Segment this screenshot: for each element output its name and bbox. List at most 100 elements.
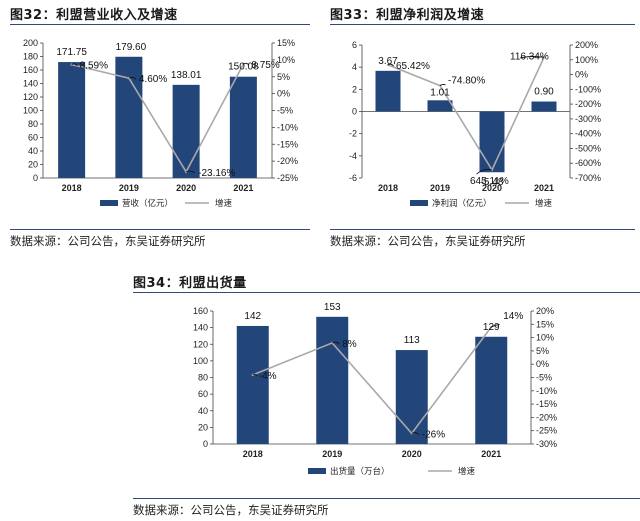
bar-2021 [475,336,508,444]
bar-2019 [316,316,349,444]
line-label-leader [387,63,394,67]
chart-34: 0 20 40 60 80 100 120 140 160 -30% -25% -20% -15% -10… [193,302,557,476]
line-label-leader [128,76,137,80]
line-data-label: -4% [259,371,277,382]
right-axis-tick-label: -300% [575,114,601,124]
line-data-label: 116.34% [510,51,549,62]
line-label-leader [252,373,258,377]
left-axis-tick-label: 0 [352,107,357,117]
figure-34-bottom-rule [133,498,640,499]
left-axis-tick-label: 80 [198,373,208,383]
right-axis-tick-label: -20% [277,156,298,166]
x-tick-label: 2021 [534,183,554,193]
left-axis-tick-label: 0 [33,173,38,183]
bar-data-label: 0.90 [534,87,554,98]
legend-bar-label: 营收（亿元） [122,198,173,208]
right-axis-tick-label: -600% [575,158,601,168]
left-axis-tick-label: 120 [23,92,38,102]
left-axis-tick-label: 20 [198,422,208,432]
x-tick-label: 2020 [402,449,422,459]
left-axis-tick-label: 120 [193,339,208,349]
left-axis-tick-label: 160 [193,306,208,316]
legend-line-label: 增速 [215,198,233,208]
bar-data-label: 150.08 [228,62,259,73]
bar-2020 [479,111,505,173]
figure-34-source: 数据来源：公司公告，东吴证券研究所 [133,503,329,517]
line-data-label: 65.42% [396,61,430,72]
right-axis-tick-label: -500% [575,143,601,153]
right-axis-tick-label: 20% [536,306,554,316]
line-data-label: 645.11% [470,176,509,187]
right-axis-tick-label: 0% [536,359,549,369]
right-axis-tick-label: 10% [277,55,295,65]
figure-33-bottom-rule [330,229,635,230]
line-label-leader [520,56,545,59]
bar-data-label: 1.01 [430,87,450,98]
left-axis-tick-label: 140 [193,323,208,333]
right-axis-tick-label: -400% [575,129,601,139]
legend-bar-label: 净利润（亿元） [432,198,492,208]
x-tick-label: 2020 [176,183,196,193]
x-tick-label: 2018 [62,183,82,193]
figure-32-title-rule [10,24,310,25]
left-axis-tick-label: 60 [28,133,38,143]
x-tick-label: 2019 [430,183,450,193]
growth-line [252,326,492,435]
figure-34-title-rule [133,292,640,293]
figure-34: 图34：利盟出货量 0 20 40 60 80 100 120 140 160 -30% -25% -… [133,272,640,521]
bar-2018 [58,62,86,178]
line-label-leader [476,168,493,175]
right-axis-tick-label: 10% [536,333,554,343]
figure-33-title: 图33：利盟净利润及增速 [330,8,485,23]
left-axis-tick-label: 4 [352,62,357,72]
x-tick-label: 2019 [119,183,139,193]
right-axis-tick-label: -25% [536,426,557,436]
left-axis-tick-label: -2 [349,129,357,139]
figure-33: 图33：利盟净利润及增速 -6 -4 -2 0 2 4 6 -700% -600% -500% -4… [330,4,635,249]
bar-2020 [172,84,200,178]
legend-bar-label: 出货量（万台） [330,466,390,476]
right-axis-tick-label: -200% [575,99,601,109]
bar-data-label: 3.67 [378,56,398,67]
right-axis-tick-label: 5% [277,72,290,82]
legend-bar-swatch [308,468,326,474]
line-data-label: -74.80% [448,76,485,87]
line-data-label: 8% [342,339,357,350]
left-axis-tick-label: 160 [23,65,38,75]
bar-data-label: 153 [324,302,341,313]
line-label-leader [332,341,340,345]
line-label-leader [243,62,250,66]
line-data-label: 4.60% [139,74,167,85]
right-axis-tick-label: -15% [277,139,298,149]
left-axis-tick-label: 2 [352,84,357,94]
line-label-leader [439,83,446,86]
left-axis-tick-label: 80 [28,119,38,129]
figure-33-title-rule [330,24,635,25]
chart-32: 0 20 40 60 80 100 120 140 160 180 200 -25% -20% -15% -… [23,38,298,208]
right-axis-tick-label: -100% [575,84,601,94]
right-axis-tick-label: 15% [536,319,554,329]
left-axis-tick-label: 100 [193,356,208,366]
figure-32: 图32：利盟营业收入及增速 0 20 40 60 80 100 120 140 160 180 20… [10,4,310,249]
right-axis-tick-label: -20% [536,412,557,422]
right-axis-tick-label: -10% [277,122,298,132]
line-data-label: -23.16% [198,168,235,179]
bar-2021 [531,101,557,112]
line-label-leader [185,170,195,174]
right-axis-tick-label: 100% [575,55,598,65]
right-axis-tick-label: -700% [575,173,601,183]
left-axis-tick-label: -4 [349,151,357,161]
bar-2021 [229,76,257,178]
right-axis-tick-label: -30% [536,439,557,449]
legend-bar-swatch [410,200,428,206]
x-tick-label: 2019 [322,449,342,459]
left-axis-tick-label: 20 [28,160,38,170]
x-tick-label: 2020 [482,183,502,193]
bar-data-label: 113 [404,335,420,346]
bar-2019 [427,100,453,112]
right-axis-tick-label: -10% [536,386,557,396]
right-axis-tick-label: 200% [575,40,598,50]
line-label-leader [411,432,420,435]
line-data-label: 14% [503,311,523,322]
figure-32-source: 数据来源：公司公告，东吴证券研究所 [10,234,206,248]
